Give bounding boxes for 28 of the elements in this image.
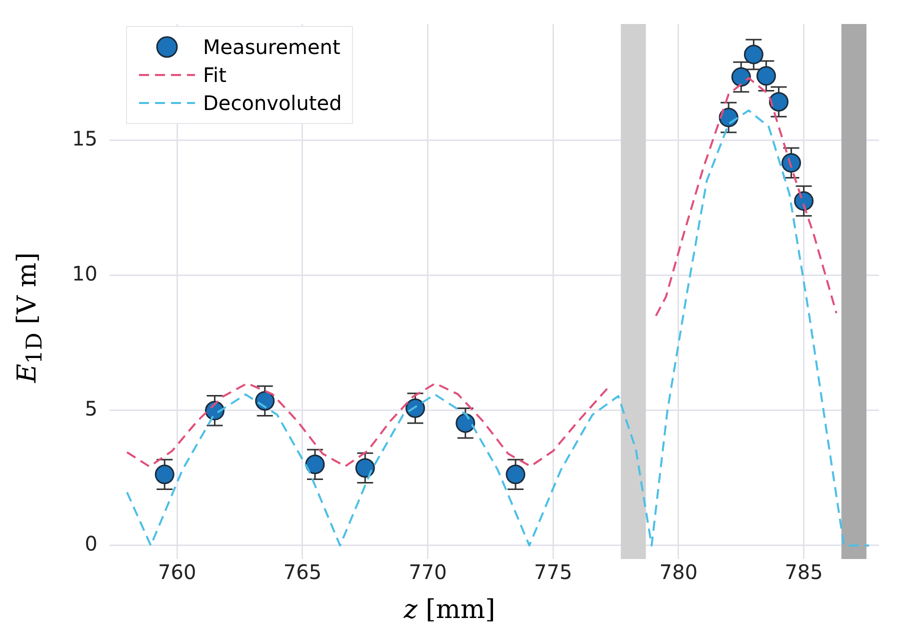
legend-label: Fit [203, 62, 226, 89]
x-tick-label: 770 [408, 560, 447, 584]
point [782, 153, 802, 173]
y-tick-label: 5 [84, 396, 98, 421]
y-tick-label: 0 [84, 532, 98, 556]
point [744, 44, 764, 64]
line-series [126, 109, 870, 546]
x-tick-label: 760 [158, 560, 196, 584]
x-tick-label: 780 [659, 560, 698, 584]
y-tick-label: 10 [72, 261, 98, 286]
point [355, 458, 375, 478]
y-tick-label: 15 [72, 126, 98, 150]
x-axis-title: z [mm] [402, 595, 496, 625]
legend-label: Measurement [203, 34, 340, 61]
point [506, 464, 526, 484]
x-tick-label: 765 [283, 560, 322, 584]
point [756, 66, 776, 86]
point [255, 391, 275, 411]
point [456, 413, 476, 433]
point [406, 398, 426, 418]
point [794, 191, 814, 211]
point [768, 92, 788, 112]
point [154, 464, 174, 484]
point [305, 454, 325, 474]
x-tick-label: 775 [534, 560, 572, 584]
legend-label: Deconvoluted [203, 90, 342, 117]
x-tick-label: 785 [784, 560, 823, 584]
point [731, 67, 751, 87]
